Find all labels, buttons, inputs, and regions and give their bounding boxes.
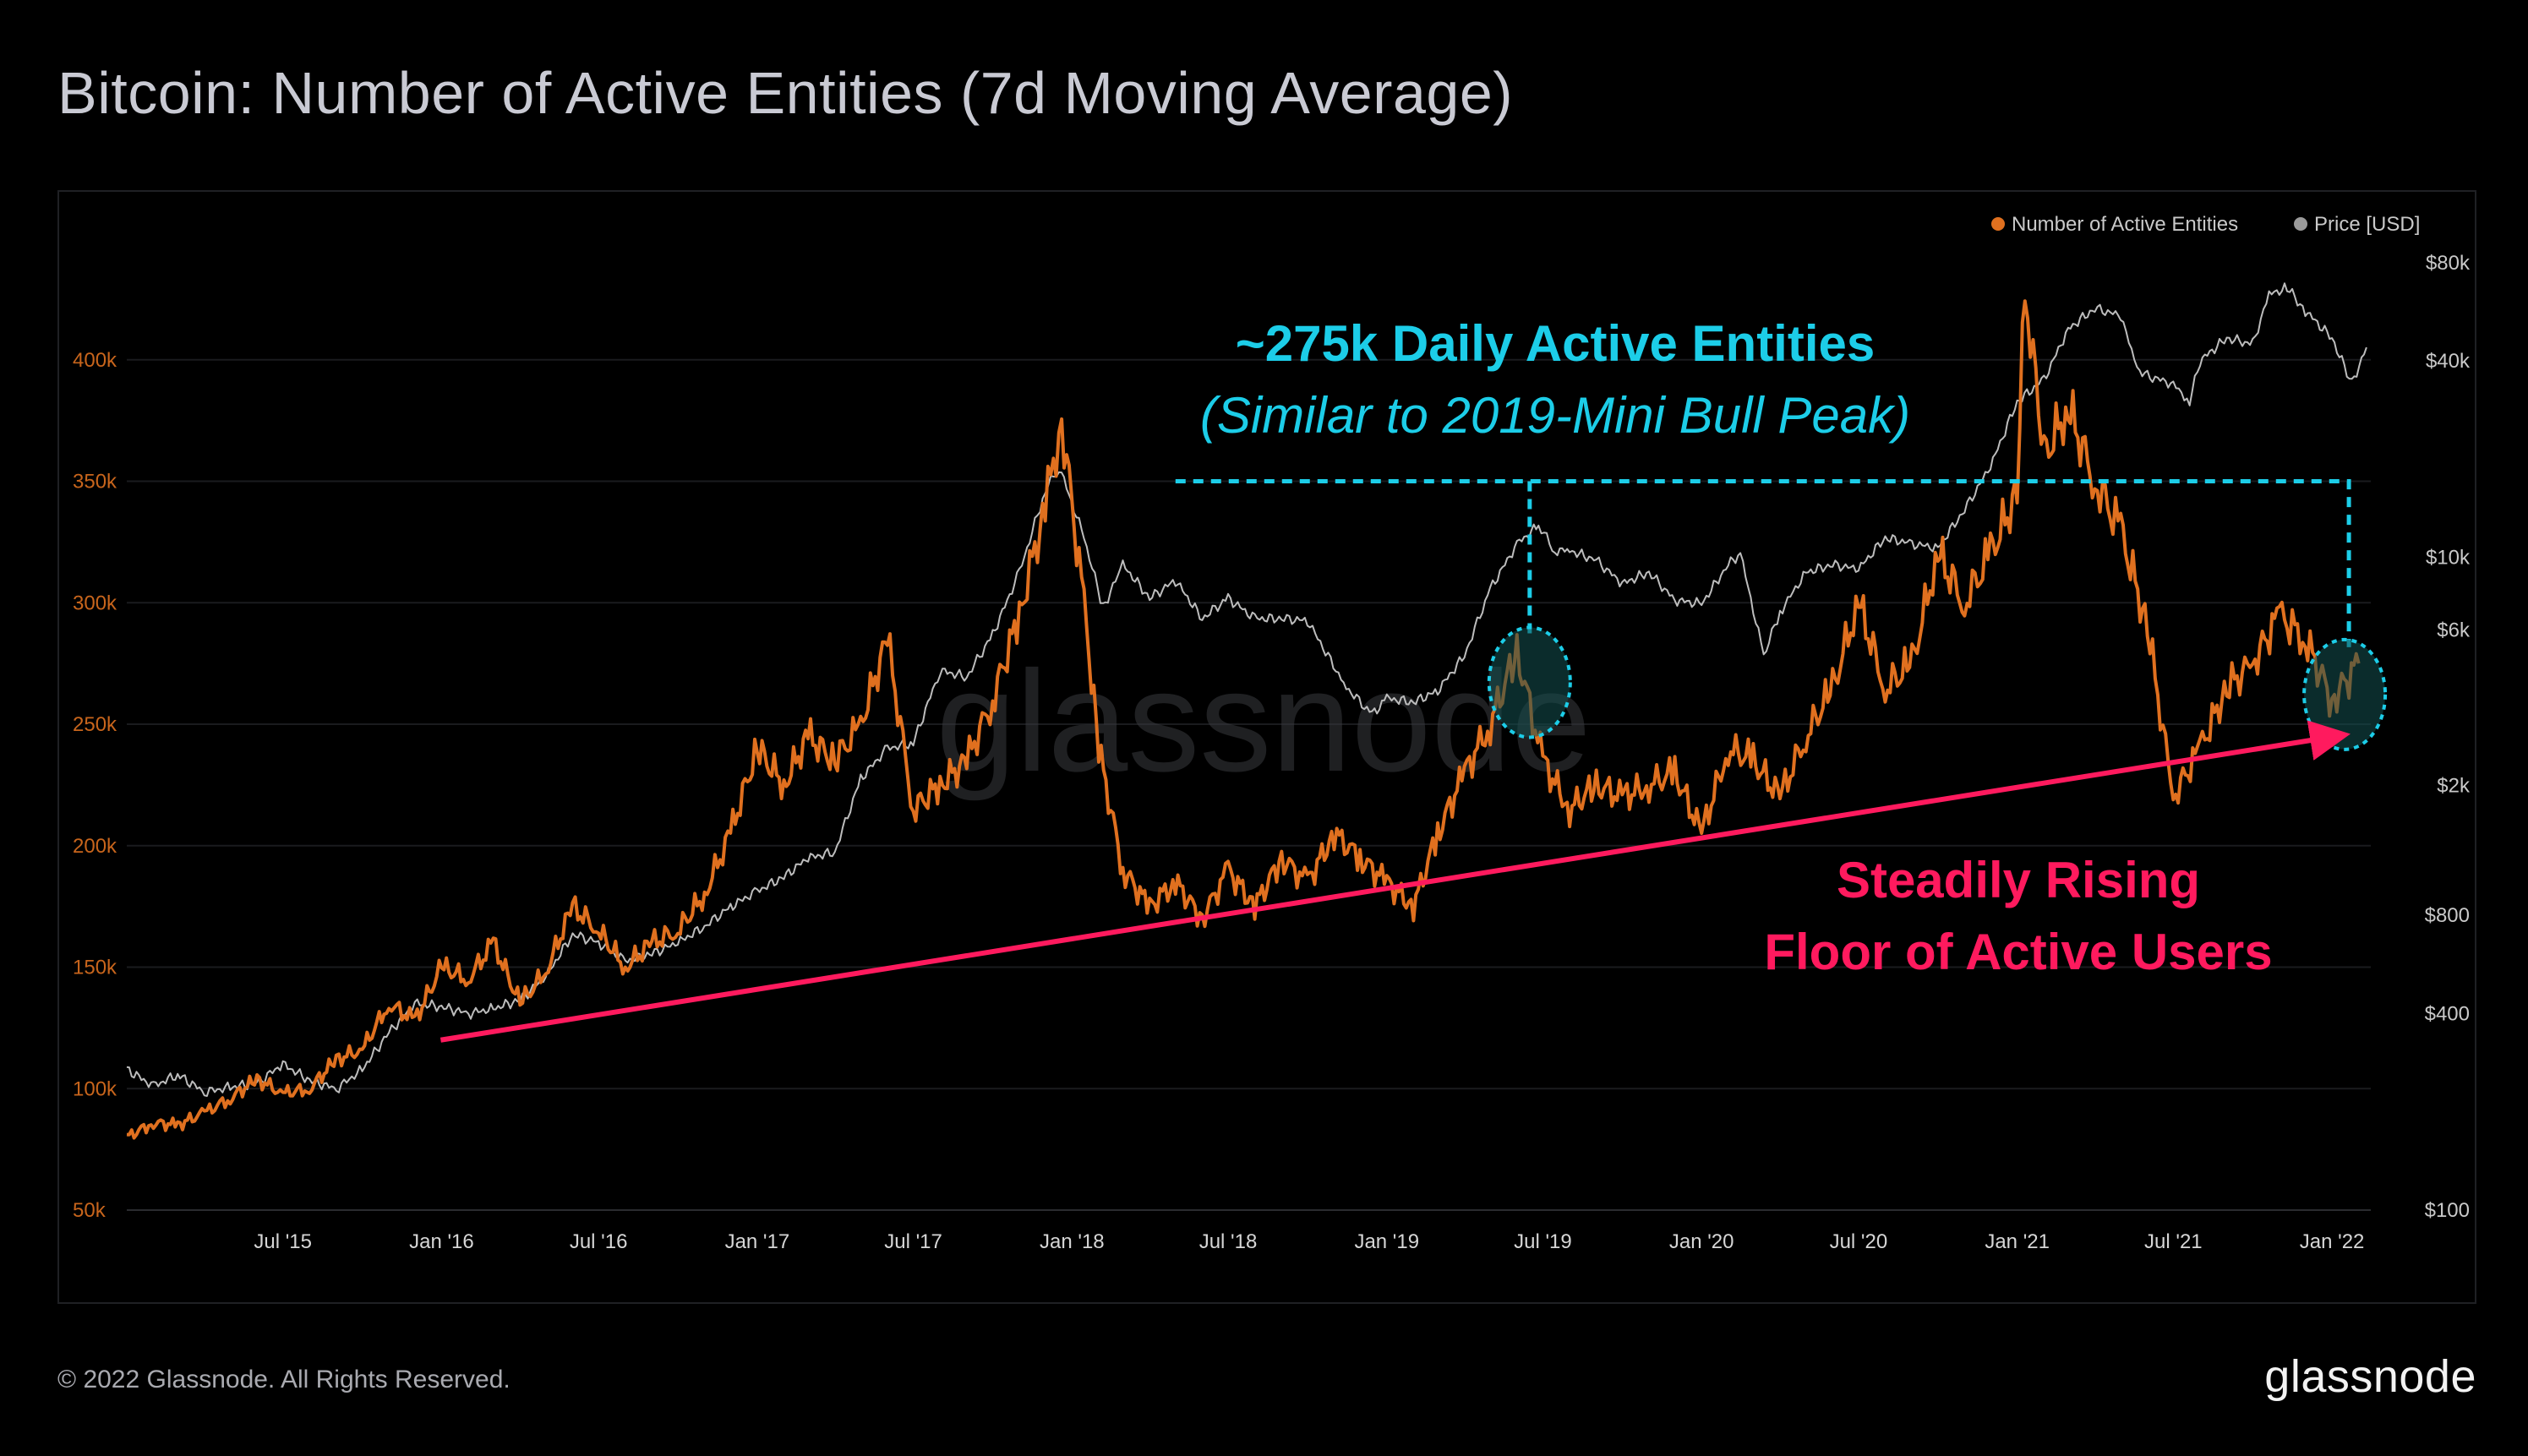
y-right-tick-label: $2k bbox=[2437, 775, 2471, 798]
trend-arrow bbox=[440, 720, 2351, 1043]
annotations: ~275k Daily Active Entities (Similar to 2… bbox=[440, 315, 2388, 1043]
chart-panel: glassnode 50k 100k 150k 200k 250k 300k 350k 400… bbox=[57, 190, 2476, 1304]
copyright-notice: © 2022 Glassnode. All Rights Reserved. bbox=[57, 1366, 511, 1393]
y-right-tick-label: $800 bbox=[2425, 904, 2470, 927]
y-left-tick-label: 150k bbox=[73, 957, 117, 979]
chart-canvas: glassnode 50k 100k 150k 200k 250k 300k 350k 400… bbox=[73, 213, 2471, 1253]
x-tick-label: Jan '22 bbox=[2300, 1230, 2365, 1253]
headline-annotation: ~275k Daily Active Entities bbox=[1236, 315, 1876, 372]
y-left-tick-label: 100k bbox=[73, 1077, 117, 1100]
y-left-tick-label: 300k bbox=[73, 592, 117, 614]
x-tick-label: Jul '17 bbox=[884, 1230, 942, 1253]
y-right-tick-label: $10k bbox=[2426, 547, 2471, 570]
highlight-circle-2022 bbox=[2302, 637, 2388, 751]
y-left-tick-label: 250k bbox=[73, 713, 117, 736]
active-entities-line bbox=[126, 299, 2361, 1140]
x-tick-label: Jul '21 bbox=[2144, 1230, 2203, 1253]
reference-dashed-line bbox=[1175, 479, 2351, 647]
y-right-tick-label: $40k bbox=[2426, 350, 2471, 373]
trend-label-line1: Steadily Rising bbox=[1837, 852, 2200, 908]
y-right-tick-label: $6k bbox=[2437, 619, 2471, 641]
x-tick-label: Jul '20 bbox=[1830, 1230, 1888, 1253]
x-tick-label: Jan '21 bbox=[1985, 1230, 2050, 1253]
y-left-tick-label: 50k bbox=[73, 1199, 106, 1222]
legend-entities-label: Number of Active Entities bbox=[2012, 213, 2238, 236]
active-entities-series bbox=[126, 299, 2361, 1140]
x-tick-label: Jan '18 bbox=[1040, 1230, 1105, 1253]
x-tick-label: Jan '20 bbox=[1669, 1230, 1734, 1253]
x-tick-label: Jul '18 bbox=[1199, 1230, 1258, 1253]
x-tick-label: Jan '19 bbox=[1354, 1230, 1419, 1253]
y-right-tick-label: $400 bbox=[2425, 1002, 2470, 1025]
x-tick-label: Jan '17 bbox=[725, 1230, 790, 1253]
trend-label-line2: Floor of Active Users bbox=[1764, 924, 2272, 980]
axis-ticks: 50k 100k 150k 200k 250k 300k 350k 400k $100 $400 $… bbox=[73, 252, 2471, 1253]
legend-entities-dot bbox=[1991, 217, 2005, 231]
glassnode-watermark: glassnode bbox=[936, 641, 1591, 802]
legend[interactable]: Number of Active Entities Price [USD] bbox=[1991, 213, 2420, 236]
price-line bbox=[126, 282, 2367, 1097]
subline-annotation: (Similar to 2019-Mini Bull Peak) bbox=[1200, 387, 1910, 444]
highlight-circle-2019 bbox=[1487, 625, 1572, 739]
y-left-tick-label: 400k bbox=[73, 349, 117, 372]
y-right-tick-label: $80k bbox=[2426, 252, 2471, 275]
chart-title: Bitcoin: Number of Active Entities (7d M… bbox=[57, 60, 1514, 126]
y-left-tick-label: 350k bbox=[73, 471, 117, 494]
x-tick-label: Jan '16 bbox=[409, 1230, 474, 1253]
y-right-tick-label: $100 bbox=[2425, 1199, 2470, 1222]
y-left-tick-label: 200k bbox=[73, 835, 117, 858]
glassnode-logo: glassnode bbox=[2264, 1351, 2476, 1402]
x-tick-label: Jul '19 bbox=[1514, 1230, 1572, 1253]
x-tick-label: Jul '16 bbox=[570, 1230, 628, 1253]
legend-price-dot bbox=[2294, 217, 2307, 231]
x-tick-label: Jul '15 bbox=[254, 1230, 312, 1253]
legend-price-label: Price [USD] bbox=[2314, 213, 2420, 236]
price-series bbox=[126, 282, 2367, 1097]
